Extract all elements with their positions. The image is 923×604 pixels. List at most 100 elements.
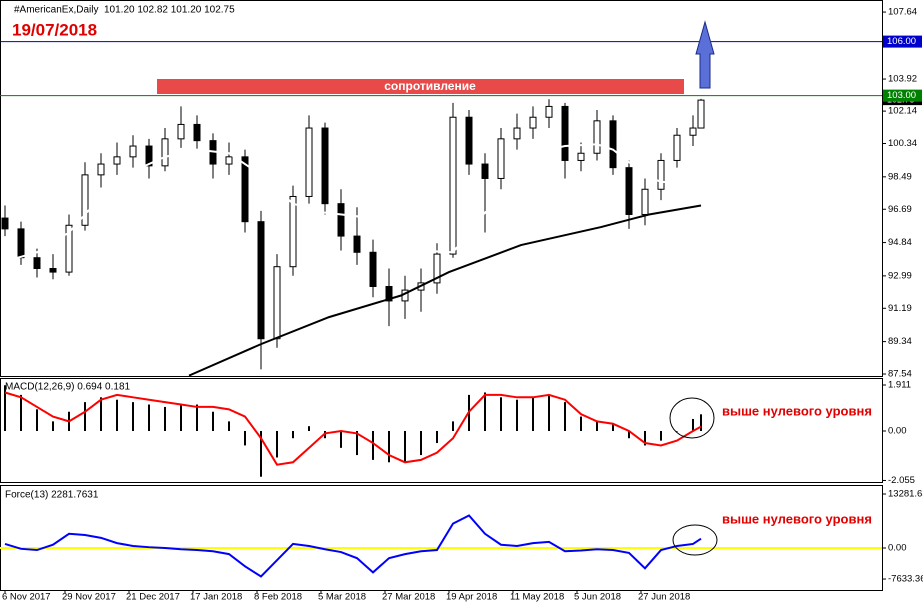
x-tick-label: 11 May 2018 xyxy=(510,592,564,603)
signal-line xyxy=(4,391,702,466)
histogram-bar xyxy=(612,423,614,431)
histogram-bar xyxy=(20,394,22,431)
histogram-bar xyxy=(372,430,374,460)
candle-body xyxy=(609,120,617,169)
date-annotation: 19/07/2018 xyxy=(12,20,97,39)
histogram-bar xyxy=(700,414,702,431)
histogram-bar xyxy=(100,397,102,431)
candle-body xyxy=(17,228,25,259)
candle-body xyxy=(497,138,505,179)
x-tick-label: 6 Nov 2017 xyxy=(2,592,51,603)
candle-body xyxy=(529,116,537,129)
candle-body xyxy=(625,167,633,215)
force-panel xyxy=(0,485,883,591)
x-tick-label: 5 Mar 2018 xyxy=(318,592,366,603)
y-tick-label: 1.911 xyxy=(888,380,911,391)
chart-title: #AmericanEx,Daily xyxy=(14,5,98,16)
y-tick-label: 103.92 xyxy=(888,74,917,85)
force-line xyxy=(4,514,702,578)
macd-annotation: выше нулевого уровня xyxy=(722,403,872,418)
level-label-box xyxy=(883,89,922,102)
force-annotation: выше нулевого уровня xyxy=(722,511,872,526)
candle-body xyxy=(65,224,73,273)
y-tick-label: 107.64 xyxy=(888,7,917,18)
histogram-bar xyxy=(228,421,230,431)
resistance-label: сопротивление xyxy=(384,79,476,93)
x-tick-label: 8 Feb 2018 xyxy=(254,592,302,603)
y-tick-label: 92.99 xyxy=(888,270,912,281)
histogram-bar xyxy=(164,406,166,431)
force-title: Force(13) 2281.7631 xyxy=(5,490,99,501)
candle-body xyxy=(289,195,297,268)
histogram-bar xyxy=(52,421,54,431)
histogram-bar xyxy=(564,402,566,431)
histogram-bar xyxy=(116,399,118,431)
histogram-bar xyxy=(580,416,582,431)
y-tick-label: 98.49 xyxy=(888,171,912,182)
candle-body xyxy=(305,127,313,197)
histogram-bar xyxy=(596,421,598,431)
candle-body xyxy=(113,156,121,165)
candle-body xyxy=(177,123,185,140)
histogram-bar xyxy=(628,430,630,439)
candle-body xyxy=(593,120,601,154)
y-tick-label: 0.00 xyxy=(888,543,907,554)
candle-body xyxy=(657,159,665,190)
macd-title: MACD(12,26,9) 0.694 0.181 xyxy=(5,382,131,393)
candle-body xyxy=(433,253,441,284)
moving-average xyxy=(4,143,702,263)
candle-body xyxy=(225,156,233,165)
candle-body xyxy=(321,127,329,205)
x-tick-label: 29 Nov 2017 xyxy=(62,592,116,603)
y-tick-label: 96.69 xyxy=(888,204,912,215)
candle-body xyxy=(33,257,41,269)
y-tick-label: 102.14 xyxy=(888,106,917,117)
candle-body xyxy=(561,105,569,161)
histogram-bar xyxy=(212,411,214,431)
histogram-bar xyxy=(500,397,502,431)
candle-body xyxy=(689,127,697,136)
candle-body xyxy=(273,266,281,340)
moving-average xyxy=(188,204,702,377)
x-tick-label: 5 Jun 2018 xyxy=(574,592,621,603)
x-tick-label: 21 Dec 2017 xyxy=(126,592,180,603)
histogram-bar xyxy=(532,397,534,431)
histogram-bar xyxy=(276,430,278,458)
candle-body xyxy=(1,217,9,230)
candle-body xyxy=(81,174,89,226)
histogram-bar xyxy=(244,430,246,446)
histogram-bar xyxy=(420,430,422,456)
histogram-bar xyxy=(484,392,486,431)
x-tick-label: 17 Jan 2018 xyxy=(190,592,242,603)
histogram-bar xyxy=(196,404,198,431)
histogram-bar xyxy=(516,399,518,431)
candle-body xyxy=(545,105,553,118)
histogram-bar xyxy=(436,430,438,444)
level-label: 106.00 xyxy=(887,36,916,47)
candle-body xyxy=(385,286,393,302)
resistance-box xyxy=(157,79,684,94)
histogram-bar xyxy=(388,430,390,463)
candle-body xyxy=(673,134,681,161)
candle-body xyxy=(449,116,457,255)
candle-body xyxy=(577,152,585,161)
y-tick-label: 100.34 xyxy=(888,138,917,149)
candle-body xyxy=(369,251,377,288)
histogram-bar xyxy=(404,430,406,463)
candle-body xyxy=(49,267,57,273)
candle-body xyxy=(97,163,105,176)
candle-body xyxy=(697,99,705,129)
candle-body xyxy=(513,127,521,140)
histogram-bar xyxy=(660,430,662,441)
histogram-bar xyxy=(452,421,454,431)
y-tick-label: -7633.36 xyxy=(888,574,923,585)
y-tick-label: -2.055 xyxy=(888,475,915,486)
histogram-bar xyxy=(292,430,294,439)
histogram-bar xyxy=(180,404,182,431)
y-tick-label: 13281.63 xyxy=(888,489,923,500)
highlight-circle xyxy=(669,397,715,439)
candle-body xyxy=(145,145,153,167)
candle-body xyxy=(353,235,361,253)
candle-body xyxy=(161,138,169,167)
